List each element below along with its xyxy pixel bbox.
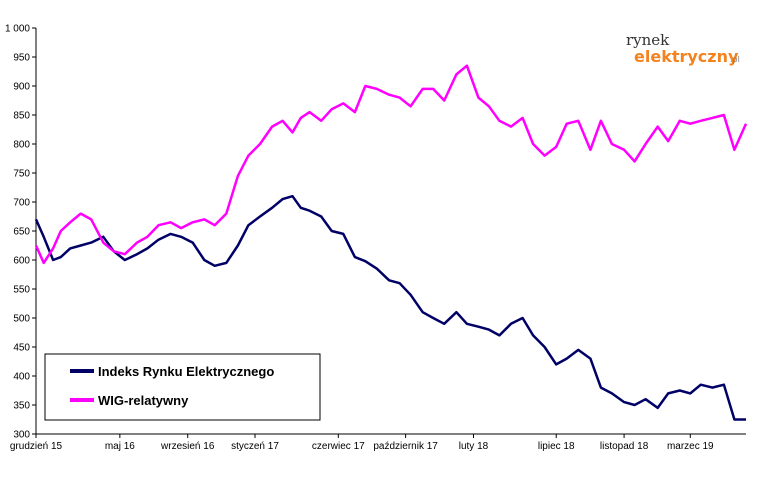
y-tick-label: 350 [13, 401, 30, 412]
y-tick-label: 900 [13, 82, 30, 93]
y-tick-label: 500 [13, 314, 30, 325]
x-tick-label: październik 17 [373, 441, 438, 452]
legend-label-wig: WIG-relatywny [98, 393, 189, 408]
series-lines [34, 64, 748, 421]
y-tick-label: 700 [13, 198, 30, 209]
legend-label-irex: Indeks Rynku Elektrycznego [98, 364, 274, 379]
y-tick-label: 1 000 [5, 24, 30, 35]
x-tick-label: czerwiec 17 [312, 441, 365, 452]
x-axis-ticks: grudzień 15 maj 16 wrzesień 16 styczeń 17 cz… [10, 434, 714, 452]
logo-suffix-text: .pl [730, 55, 740, 64]
x-tick-label: listopad 18 [600, 441, 649, 452]
y-tick-label: 550 [13, 285, 30, 296]
logo-top-text: rynek [626, 31, 670, 49]
legend-box [44, 353, 321, 421]
plot-area: 300 350 400 450 500 550 600 650 700 750 800 850 900 9… [5, 24, 748, 452]
y-tick-label: 600 [13, 256, 30, 267]
x-tick-label: maj 16 [105, 441, 135, 452]
y-tick-label: 950 [13, 53, 30, 64]
y-tick-label: 800 [13, 140, 30, 151]
y-tick-label: 450 [13, 343, 30, 354]
rynek-elektryczny-logo: rynek elektryczny .pl [626, 31, 740, 66]
x-tick-label: marzec 19 [667, 441, 714, 452]
legend: Indeks Rynku Elektrycznego WIG-relatywny [44, 353, 321, 421]
y-tick-label: 850 [13, 111, 30, 122]
x-tick-label: styczeń 17 [231, 441, 279, 452]
y-tick-label: 650 [13, 227, 30, 238]
series-line-wig [34, 64, 748, 265]
x-tick-label: luty 18 [459, 441, 489, 452]
logo-main-text: elektryczny [634, 47, 739, 66]
y-tick-label: 750 [13, 169, 30, 180]
x-tick-label: lipiec 18 [538, 441, 575, 452]
series-line-irex [34, 194, 746, 421]
y-tick-label: 300 [13, 430, 30, 441]
y-tick-label: 400 [13, 372, 30, 383]
x-tick-label: wrzesień 16 [160, 441, 215, 452]
x-tick-label: grudzień 15 [10, 441, 63, 452]
y-axis-ticks: 300 350 400 450 500 550 600 650 700 750 800 850 900 9… [5, 24, 36, 441]
